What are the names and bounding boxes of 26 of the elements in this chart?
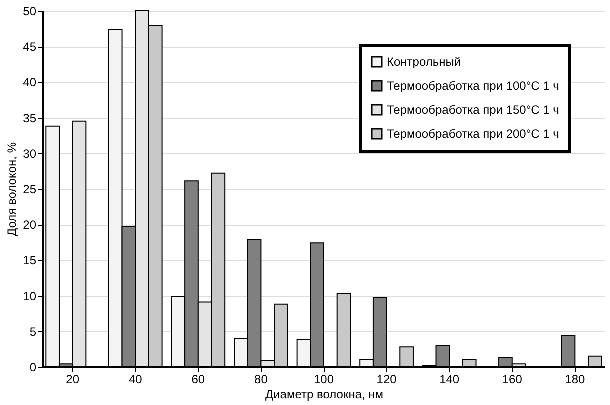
y-tick-label: 5 <box>30 324 37 339</box>
y-tick-label: 20 <box>23 218 37 232</box>
y-tick-label: 45 <box>23 40 37 54</box>
y-tick-label: 0 <box>30 360 37 374</box>
legend-label: Контрольный <box>387 55 462 69</box>
x-tick-label: 40 <box>128 372 143 386</box>
legend-label: Термообработка при 100°C 1 ч <box>387 79 560 93</box>
y-tick-label: 15 <box>23 254 37 268</box>
x-tick-label: 120 <box>376 372 398 386</box>
y-tick-label: 30 <box>23 146 37 161</box>
legend-label: Термообработка при 150°C 1 ч <box>387 103 560 117</box>
y-tick-label: 40 <box>23 76 37 90</box>
y-axis-title: Доля волокон, % <box>5 142 20 236</box>
y-tick-label: 50 <box>23 4 37 18</box>
x-tick-label: 20 <box>66 372 80 386</box>
x-axis-title: Диаметр волокна, нм <box>265 388 384 402</box>
y-tick-label: 10 <box>23 289 37 304</box>
x-tick-label: 60 <box>192 372 206 386</box>
x-tick-label: 180 <box>565 372 586 386</box>
x-tick-label: 100 <box>314 372 334 386</box>
x-tick-label: 80 <box>254 372 268 386</box>
legend-label: Термообработка при 200°C 1 ч <box>387 127 560 141</box>
x-tick-label: 160 <box>502 372 523 386</box>
x-tick-label: 140 <box>440 372 460 386</box>
y-tick-label: 25 <box>23 182 37 196</box>
y-tick-label: 35 <box>23 111 37 126</box>
